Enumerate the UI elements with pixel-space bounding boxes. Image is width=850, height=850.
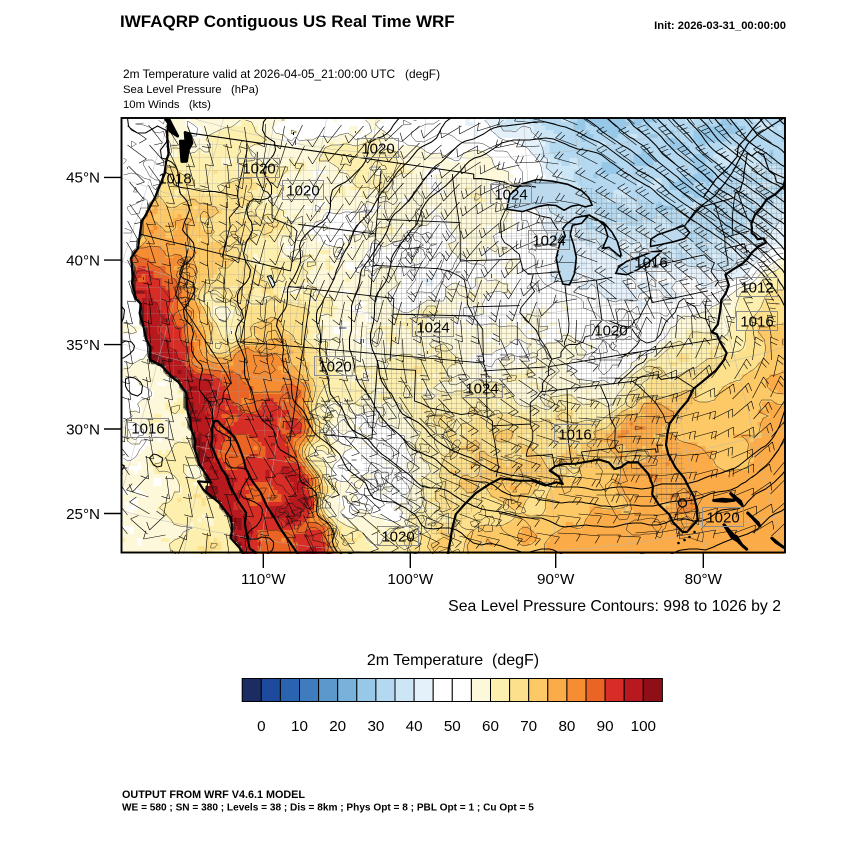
- svg-text:10m Winds (kts): 10m Winds (kts): [123, 99, 211, 111]
- svg-text:1020: 1020: [361, 141, 394, 158]
- svg-text:70: 70: [520, 718, 537, 735]
- svg-text:Sea Level Pressure (hPa): Sea Level Pressure (hPa): [123, 84, 259, 96]
- svg-text:1024: 1024: [416, 320, 449, 337]
- svg-text:1024: 1024: [494, 187, 527, 204]
- svg-text:Init: 2026-03-31_00:00:00: Init: 2026-03-31_00:00:00: [654, 20, 786, 32]
- svg-text:90: 90: [597, 718, 614, 735]
- svg-text:1024: 1024: [465, 381, 498, 398]
- svg-text:10: 10: [291, 718, 308, 735]
- svg-text:40: 40: [406, 718, 423, 735]
- svg-text:20: 20: [329, 718, 346, 735]
- svg-text:1016: 1016: [131, 421, 164, 438]
- svg-text:60: 60: [482, 718, 499, 735]
- svg-text:1020: 1020: [706, 510, 739, 527]
- svg-text:1016: 1016: [558, 427, 591, 444]
- svg-text:80°W: 80°W: [685, 571, 723, 588]
- svg-text:110°W: 110°W: [241, 571, 286, 588]
- svg-text:40°N: 40°N: [66, 252, 100, 269]
- svg-text:80: 80: [558, 718, 575, 735]
- svg-text:0: 0: [257, 718, 265, 735]
- svg-text:45°N: 45°N: [66, 170, 100, 187]
- svg-text:WE = 580 ; SN = 380 ; Levels =: WE = 580 ; SN = 380 ; Levels = 38 ; Dis …: [122, 803, 534, 814]
- svg-text:Sea Level Pressure Contours: 9: Sea Level Pressure Contours: 998 to 1026…: [448, 598, 781, 615]
- svg-text:OUTPUT FROM WRF V4.6.1 MODEL: OUTPUT FROM WRF V4.6.1 MODEL: [122, 789, 305, 801]
- svg-text:1020: 1020: [242, 161, 275, 178]
- svg-text:100: 100: [631, 718, 656, 735]
- svg-text:1012: 1012: [740, 280, 773, 297]
- svg-text:1016: 1016: [634, 255, 667, 272]
- svg-text:100°W: 100°W: [387, 571, 433, 588]
- svg-text:35°N: 35°N: [66, 337, 100, 354]
- svg-text:90°W: 90°W: [537, 571, 575, 588]
- svg-text:25°N: 25°N: [66, 506, 100, 523]
- svg-text:1020: 1020: [286, 183, 319, 200]
- svg-text:2m Temperature valid at 2026-0: 2m Temperature valid at 2026-04-05_21:00…: [123, 67, 440, 81]
- svg-text:30°N: 30°N: [66, 421, 100, 438]
- svg-text:50: 50: [444, 718, 461, 735]
- svg-text:1020: 1020: [318, 359, 351, 376]
- svg-text:1024: 1024: [532, 233, 565, 250]
- svg-text:1020: 1020: [381, 529, 414, 546]
- svg-text:2m Temperature (degF): 2m Temperature (degF): [367, 652, 539, 669]
- svg-text:1018: 1018: [158, 171, 191, 188]
- svg-text:30: 30: [367, 718, 384, 735]
- svg-text:1016: 1016: [740, 314, 773, 331]
- svg-text:1020: 1020: [594, 323, 627, 340]
- svg-text:IWFAQRP Contiguous US Real Tim: IWFAQRP Contiguous US Real Time WRF: [120, 12, 455, 31]
